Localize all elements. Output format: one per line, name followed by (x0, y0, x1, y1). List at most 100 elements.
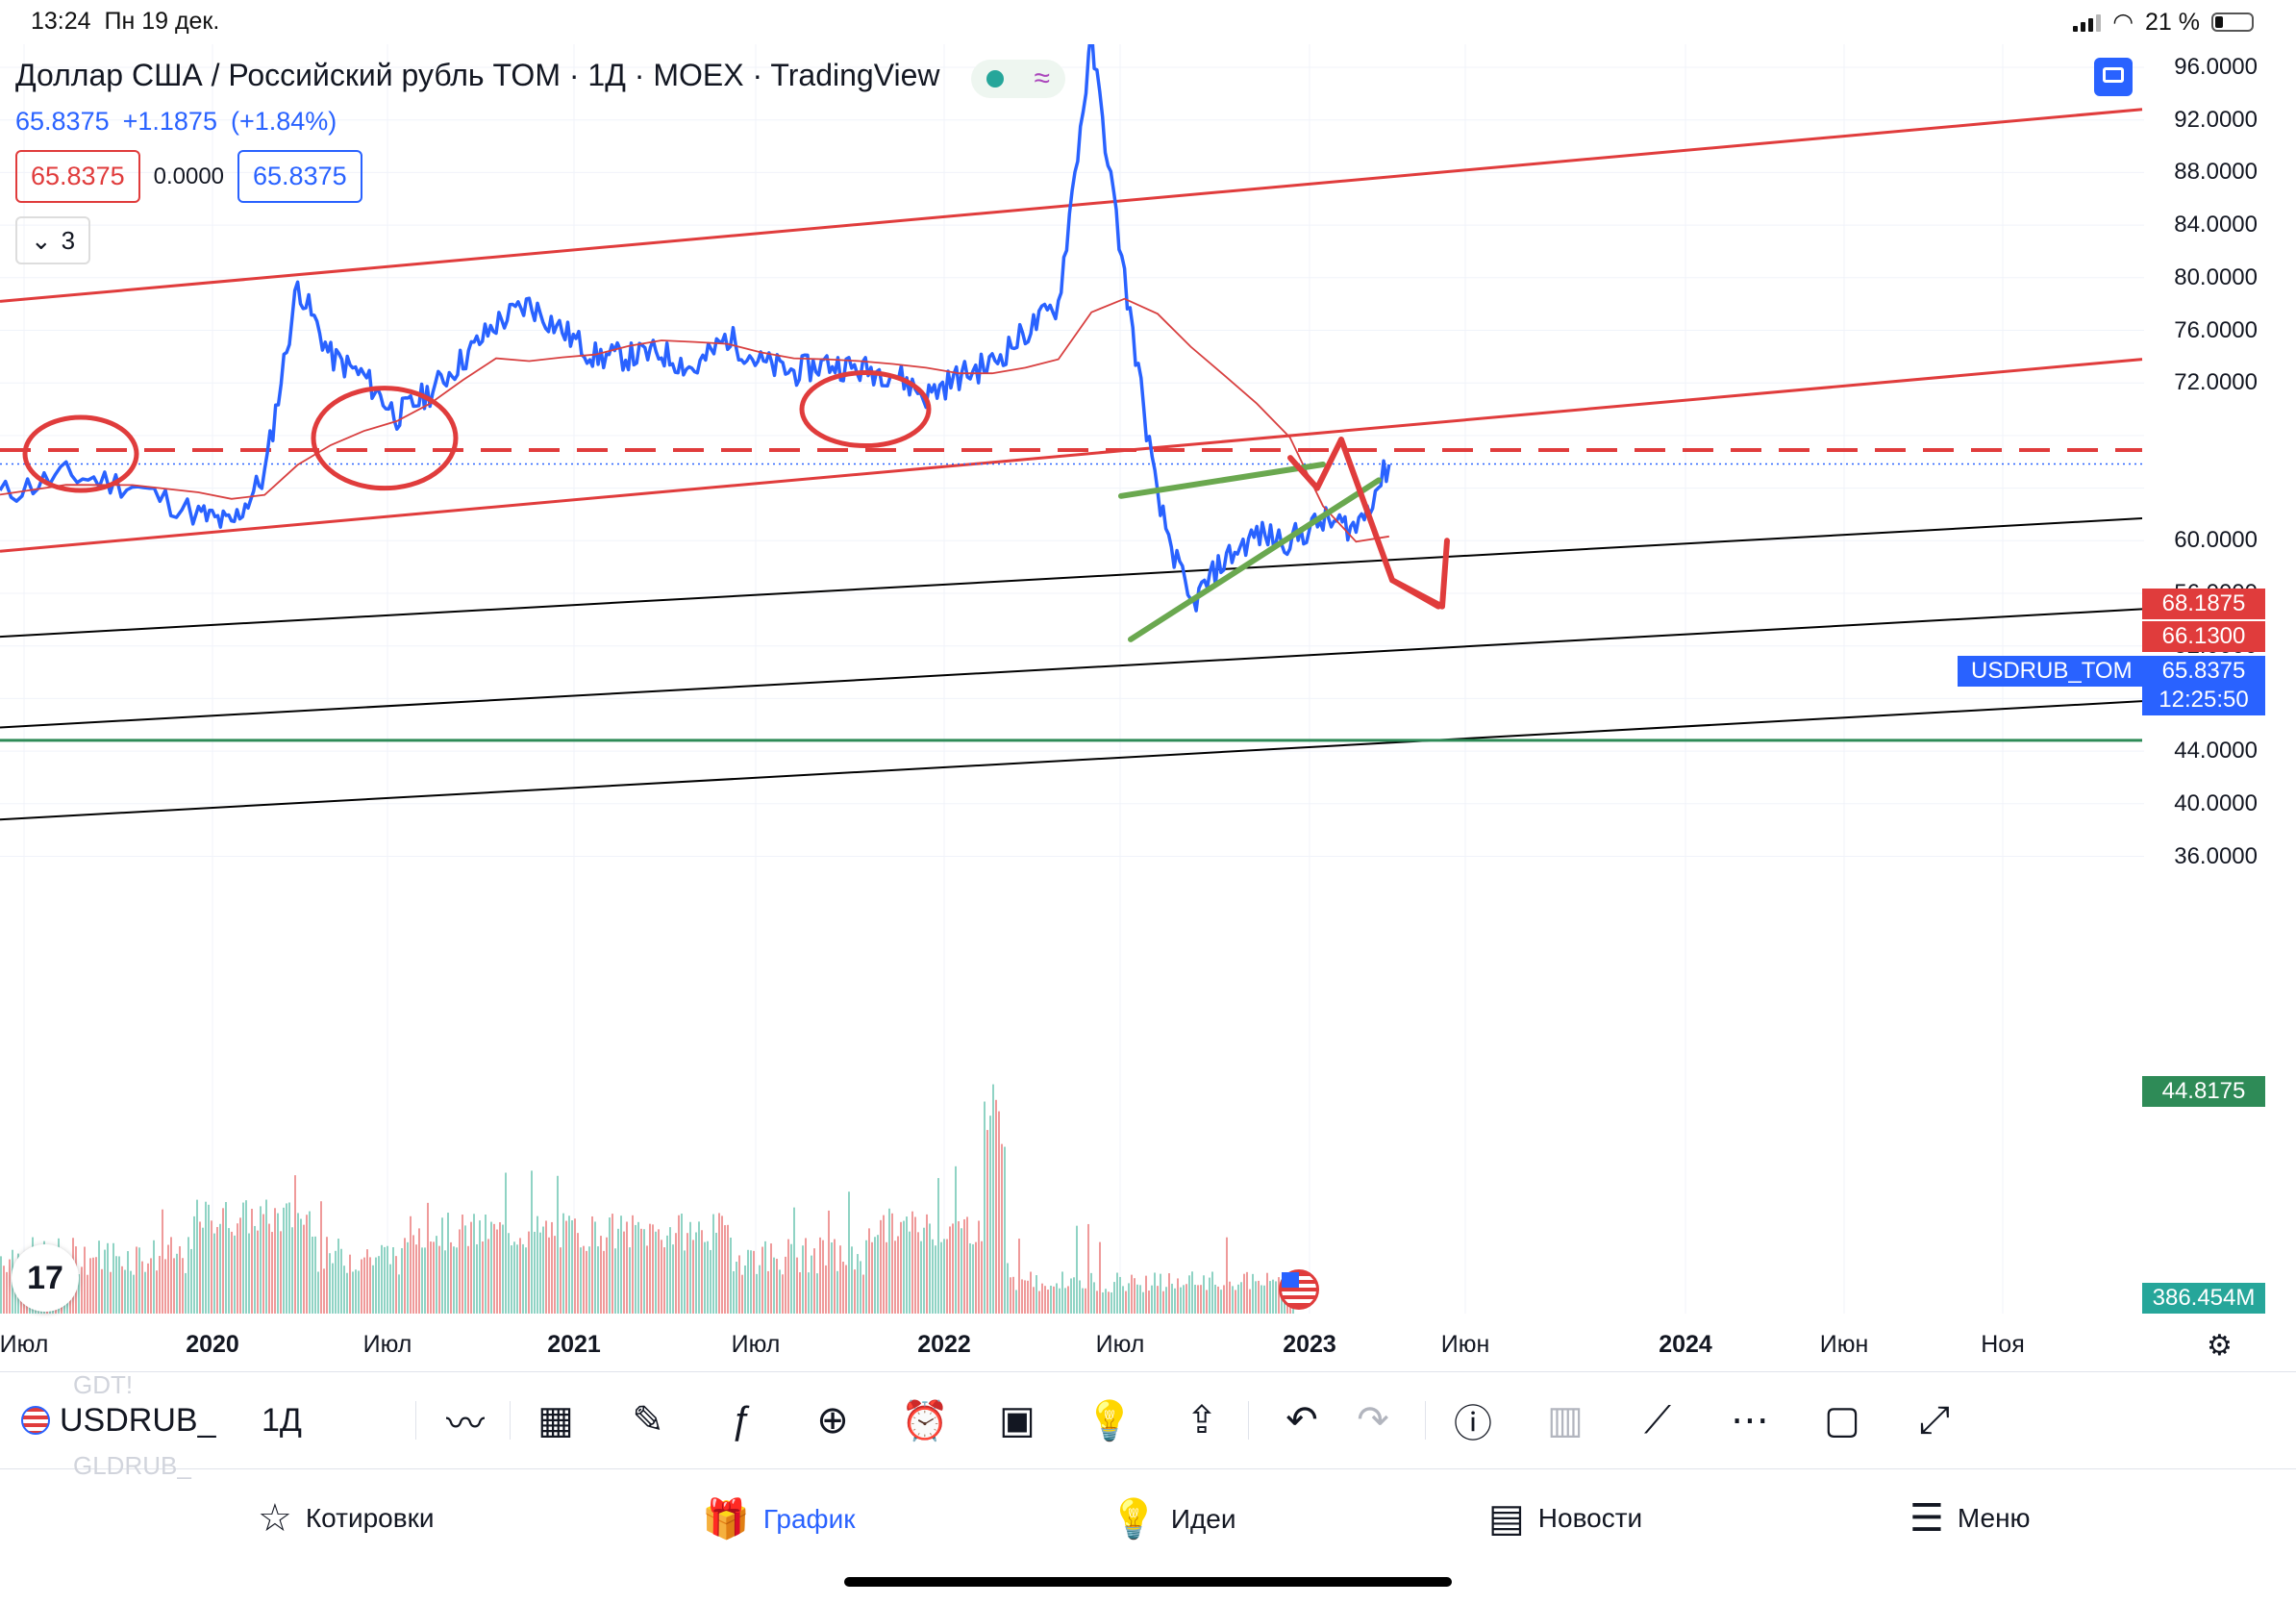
volume-bar (730, 1238, 732, 1314)
interval-selector[interactable]: 1Д (262, 1401, 302, 1439)
ask-button[interactable]: 65.8375 (237, 150, 362, 203)
us-flag-icon (21, 1406, 50, 1435)
volume-bar (1001, 1143, 1003, 1314)
volume-bar (646, 1245, 648, 1314)
volume-bar (462, 1215, 463, 1314)
channel-line-bottom (0, 358, 2143, 553)
object-tree-icon[interactable]: ▢ (1824, 1399, 1860, 1441)
volume-bar (906, 1216, 908, 1314)
bottom-navigation: ☆ Котировки 🎁 График 💡 Идеи ▤ Новости ☰ Меню (0, 1467, 2296, 1604)
price-label: 92.0000 (2174, 106, 2258, 133)
volume-bar (614, 1248, 616, 1314)
volume-bar (721, 1216, 723, 1314)
ghost-symbol-above: GDT! (73, 1370, 134, 1399)
volume-bar (978, 1220, 980, 1314)
price-countdown: 12:25:50 (2142, 685, 2265, 715)
volume-bar (1070, 1278, 1072, 1314)
nav-quotes[interactable]: ☆ Котировки (258, 1497, 435, 1540)
settings-gear-icon[interactable]: ⚙ (2207, 1330, 2233, 1362)
info-icon[interactable]: ⓘ (1454, 1403, 1492, 1445)
volume-bar (211, 1220, 212, 1314)
chart-area[interactable] (0, 44, 2296, 1371)
volume-bar (513, 1241, 515, 1314)
volume-bar (361, 1259, 362, 1314)
volume-bar (1007, 1263, 1009, 1314)
redo-icon[interactable]: ↷ (1357, 1399, 1389, 1441)
volume-bar (297, 1213, 299, 1314)
volume-bar (1134, 1278, 1136, 1314)
volume-bar (525, 1247, 527, 1314)
chart-type-icon[interactable]: 〰 (446, 1403, 485, 1445)
volume-bar (268, 1223, 270, 1314)
calendar-range-icon[interactable]: ▦ (537, 1399, 574, 1441)
compare-plus-icon[interactable]: ⊕ (816, 1399, 849, 1441)
share-icon[interactable]: ⇪ (1185, 1399, 1218, 1441)
volume-bar (219, 1223, 221, 1314)
volume-bar (381, 1244, 383, 1314)
volume-bar (323, 1268, 325, 1314)
market-status-pill[interactable]: ≈ (971, 60, 1065, 98)
bars-chart-icon[interactable]: ▥ (1547, 1399, 1584, 1441)
volume-bar (969, 1242, 971, 1314)
lightbulb-icon: 💡 (1110, 1498, 1158, 1541)
volume-bar (984, 1101, 986, 1314)
nav-ideas[interactable]: 💡 Идеи (1110, 1498, 1236, 1541)
nav-menu[interactable]: ☰ Меню (1909, 1497, 2031, 1540)
volume-bar (704, 1241, 706, 1314)
chart-canvas[interactable] (0, 44, 2296, 1371)
nav-news[interactable]: ▤ Новости (1488, 1497, 1643, 1540)
fullscreen-icon[interactable] (2094, 58, 2133, 96)
volume-bar (1151, 1285, 1153, 1314)
volume-bar (828, 1210, 830, 1314)
symbol-selector[interactable]: USDRUB_ (21, 1393, 215, 1447)
volume-bar (1102, 1291, 1104, 1314)
time-label: Июл (1095, 1331, 1145, 1358)
nav-chart[interactable]: 🎁 График (702, 1498, 856, 1541)
idea-bulb-icon[interactable]: 💡 (1086, 1399, 1134, 1442)
volume-bar (733, 1270, 735, 1314)
volume-bar (300, 1218, 302, 1314)
volume-bar (496, 1229, 498, 1314)
drawing-pen-icon[interactable]: ✎ (632, 1399, 664, 1441)
volume-bar (834, 1239, 836, 1314)
volume-bar (173, 1258, 175, 1314)
layout-grid-icon[interactable]: ▣ (999, 1399, 1036, 1441)
volume-bar (811, 1255, 812, 1314)
volume-bar (845, 1265, 847, 1314)
volume-bar (1021, 1279, 1023, 1314)
volume-bar (92, 1257, 94, 1314)
volume-bar (1064, 1288, 1066, 1314)
volume-bar (459, 1229, 461, 1314)
time-label: Июл (0, 1331, 49, 1358)
volume-bar (127, 1251, 129, 1314)
volume-bar (1226, 1237, 1228, 1314)
price-label: 76.0000 (2174, 316, 2258, 343)
bid-button[interactable]: 65.8375 (15, 150, 140, 203)
volume-bar (1059, 1288, 1061, 1314)
volume-bar (632, 1215, 634, 1314)
volume-bar (104, 1249, 106, 1314)
price-label: 44.0000 (2174, 738, 2258, 764)
volume-bar (280, 1231, 282, 1314)
alert-clock-icon[interactable]: ⏰ (901, 1399, 949, 1442)
volume-bar (404, 1238, 406, 1314)
volume-bar (1243, 1273, 1245, 1314)
volume-bar (963, 1218, 965, 1314)
volume-bar (274, 1208, 276, 1314)
volume-bar (1136, 1284, 1138, 1314)
indicators-toggle[interactable]: ⌄ 3 (15, 216, 90, 264)
volume-bar (355, 1269, 357, 1314)
expand-icon[interactable]: ⤢ (1919, 1398, 1950, 1441)
volume-bar (785, 1256, 786, 1314)
volume-bar (190, 1248, 192, 1314)
volume-bar (265, 1199, 267, 1314)
volume-bar (519, 1238, 521, 1314)
forecast-arrow (1287, 437, 1450, 610)
volume-bar (874, 1237, 876, 1314)
tradingview-logo-icon[interactable]: 17 (12, 1244, 79, 1312)
trend-tools-icon[interactable]: ⟋ (1644, 1398, 1671, 1441)
indicators-fx-icon[interactable]: ƒ (729, 1398, 752, 1441)
more-dots-icon[interactable]: ⋯ (1731, 1399, 1769, 1441)
undo-icon[interactable]: ↶ (1285, 1399, 1318, 1441)
volume-bar (759, 1265, 761, 1314)
